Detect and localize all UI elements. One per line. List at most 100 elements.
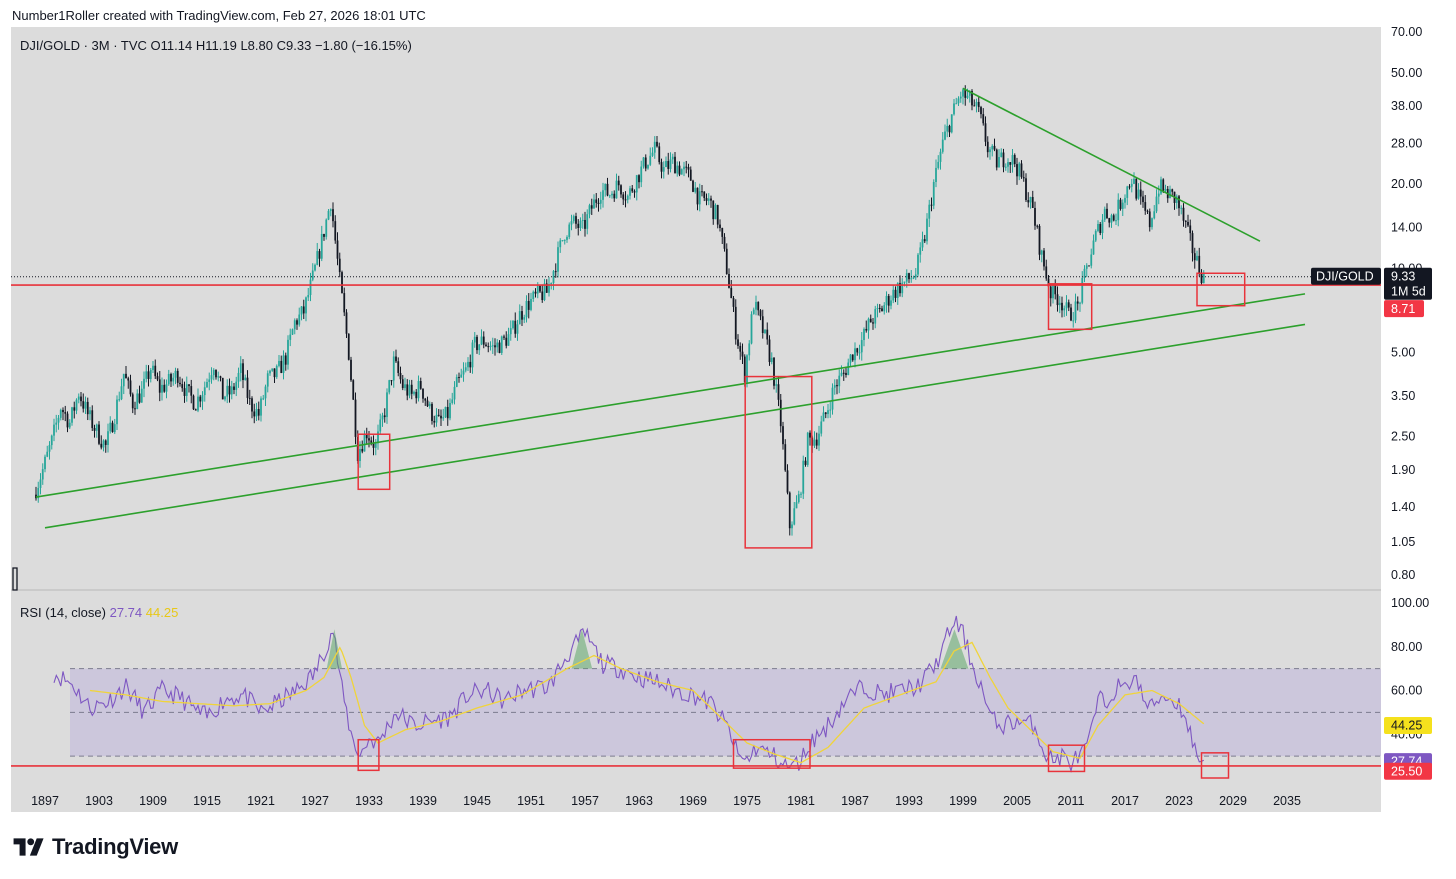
candle-down[interactable] (228, 385, 231, 395)
candle-down[interactable] (674, 156, 676, 174)
candle-up[interactable] (959, 96, 962, 99)
candle-up[interactable] (1085, 265, 1088, 269)
candle-down[interactable] (977, 101, 980, 108)
highlight-box[interactable] (357, 433, 391, 491)
candle-up[interactable] (1065, 302, 1068, 309)
candle-up[interactable] (707, 198, 710, 201)
candle-down[interactable] (194, 409, 197, 411)
candle-up[interactable] (867, 318, 870, 331)
candle-up[interactable] (876, 307, 879, 310)
candle-up[interactable] (1011, 155, 1014, 165)
candle-down[interactable] (318, 251, 321, 259)
candle-up[interactable] (491, 345, 494, 347)
candle-up[interactable] (1175, 196, 1178, 203)
candle-down[interactable] (242, 363, 244, 381)
candle-up[interactable] (1074, 301, 1077, 321)
candle-down[interactable] (1171, 189, 1174, 192)
candle-up[interactable] (991, 145, 994, 150)
candle-up[interactable] (305, 297, 307, 314)
candle-up[interactable] (381, 415, 384, 420)
candle-up[interactable] (561, 240, 564, 242)
candle-up[interactable] (671, 156, 674, 160)
candle-up[interactable] (471, 342, 474, 368)
candle-up[interactable] (102, 440, 105, 448)
candle-down[interactable] (190, 386, 193, 396)
candle-up[interactable] (136, 393, 139, 409)
candle-up[interactable] (901, 282, 904, 294)
candle-up[interactable] (41, 469, 44, 480)
candle-up[interactable] (244, 377, 247, 381)
candle-up[interactable] (1092, 240, 1095, 255)
candle-up[interactable] (480, 336, 483, 345)
candle-up[interactable] (1196, 255, 1198, 261)
candle-down[interactable] (923, 239, 926, 242)
candle-down[interactable] (1025, 178, 1027, 201)
candle-up[interactable] (543, 283, 546, 301)
candle-down[interactable] (257, 408, 260, 416)
candle-down[interactable] (176, 370, 179, 383)
candle-down[interactable] (1070, 307, 1072, 321)
candle-up[interactable] (496, 342, 499, 348)
candle-down[interactable] (338, 258, 341, 273)
candle-up[interactable] (1103, 208, 1106, 220)
candle-up[interactable] (838, 375, 841, 387)
candle-down[interactable] (1016, 164, 1018, 177)
candle-down[interactable] (62, 409, 64, 413)
candle-down[interactable] (712, 200, 715, 220)
candle-up[interactable] (413, 391, 415, 394)
candle-down[interactable] (631, 188, 634, 192)
rsi-ma-line[interactable] (89, 641, 1205, 764)
candle-up[interactable] (467, 361, 469, 368)
candle-up[interactable] (451, 399, 454, 403)
candle-up[interactable] (926, 218, 928, 242)
highlight-box[interactable] (1047, 283, 1093, 331)
candle-up[interactable] (962, 89, 964, 97)
candle-down[interactable] (1106, 208, 1108, 219)
candle-down[interactable] (595, 199, 598, 203)
candle-up[interactable] (307, 294, 310, 298)
candle-down[interactable] (696, 187, 699, 205)
candle-down[interactable] (887, 295, 890, 306)
candle-up[interactable] (120, 386, 123, 400)
candle-down[interactable] (678, 165, 681, 175)
candle-down[interactable] (1189, 225, 1192, 234)
candle-down[interactable] (273, 368, 276, 378)
rsi-highlight-box[interactable] (1200, 752, 1230, 779)
candle-down[interactable] (446, 406, 449, 419)
candle-down[interactable] (199, 396, 202, 402)
candle-down[interactable] (1146, 210, 1149, 212)
candle-up[interactable] (840, 372, 843, 376)
rsi-highlight-box[interactable] (357, 738, 380, 772)
candle-down[interactable] (613, 193, 616, 199)
candle-down[interactable] (410, 384, 413, 394)
candle-up[interactable] (462, 370, 465, 375)
candle-down[interactable] (1135, 178, 1138, 199)
candle-down[interactable] (179, 382, 181, 385)
candle-up[interactable] (1180, 207, 1183, 209)
candle-up[interactable] (752, 309, 755, 315)
candle-down[interactable] (129, 380, 132, 395)
candle-down[interactable] (1139, 189, 1142, 197)
candle-up[interactable] (143, 378, 145, 389)
candle-down[interactable] (111, 422, 114, 433)
candle-up[interactable] (435, 414, 438, 423)
candle-down[interactable] (964, 89, 967, 98)
candle-up[interactable] (822, 412, 825, 422)
candle-down[interactable] (390, 380, 393, 382)
candle-up[interactable] (212, 369, 215, 376)
candle-down[interactable] (1076, 301, 1079, 304)
candle-up[interactable] (444, 406, 447, 418)
candle-down[interactable] (995, 149, 998, 168)
candle-down[interactable] (836, 385, 838, 387)
candle-up[interactable] (676, 165, 679, 174)
descending-resistance-line[interactable] (962, 87, 1261, 242)
candlestick-series[interactable] (35, 85, 1205, 536)
candle-down[interactable] (86, 401, 89, 415)
candle-up[interactable] (75, 399, 78, 411)
candle-down[interactable] (251, 398, 253, 412)
candle-up[interactable] (122, 373, 125, 387)
candle-down[interactable] (476, 336, 478, 351)
candle-up[interactable] (966, 95, 969, 98)
candle-up[interactable] (860, 340, 863, 353)
candle-up[interactable] (278, 360, 280, 366)
